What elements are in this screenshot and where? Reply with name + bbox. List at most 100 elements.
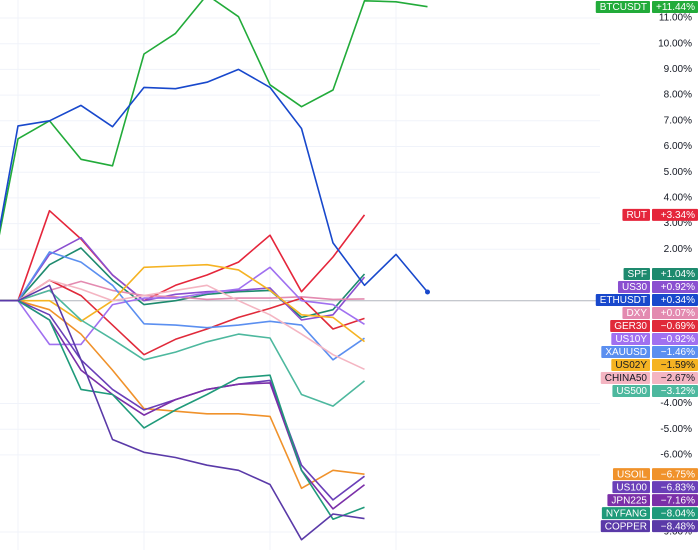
y-tick-label: 9.00% (664, 64, 692, 75)
y-tick-label: 5.00% (664, 167, 692, 178)
value-label: +0.34% (661, 295, 695, 306)
legend-box (600, 520, 650, 533)
series-label: −8.48% COPPER (600, 520, 698, 533)
legend-box (601, 507, 650, 520)
series-label: −6.83% US100 (612, 481, 698, 493)
series-label: +1.04% SPF (623, 267, 698, 280)
legend-label: US500 (616, 386, 647, 397)
series-label: −2.67% CHINA50 (600, 371, 698, 384)
series-label: +11.44% BTCUSDT (595, 1, 698, 13)
legend-box (611, 332, 650, 345)
legend-box (612, 468, 650, 481)
series-label: −8.04% NYFANG (601, 507, 698, 520)
y-tick-label: 4.00% (664, 193, 692, 204)
series-line (0, 279, 365, 371)
value-label: −1.59% (661, 360, 695, 371)
legend-label: XAUUSD (605, 347, 647, 358)
y-tick-label: -4.00% (660, 398, 692, 409)
legend-box (612, 481, 650, 494)
series-label: −7.16% JPN225 (607, 494, 698, 506)
value-label-box (652, 384, 698, 397)
value-label-box (652, 371, 698, 384)
value-label-box (652, 319, 698, 332)
legend-box (595, 1, 650, 13)
series-line (0, 68, 429, 293)
value-label: +0.92% (661, 282, 695, 293)
legend-box (610, 319, 650, 332)
value-label: +0.07% (661, 308, 695, 319)
series-line (0, 266, 365, 346)
series-line (0, 251, 365, 361)
legend-label: USOIL (617, 469, 647, 480)
value-label: −2.67% (661, 373, 695, 384)
y-tick-label: 11.00% (659, 13, 692, 24)
value-label-box (652, 358, 698, 371)
y-tick-label: 7.00% (664, 115, 692, 126)
legend-box (622, 306, 650, 319)
legend-label: US30 (622, 282, 647, 293)
series-line (0, 279, 365, 356)
legend-box (611, 358, 650, 371)
y-tick-label: -6.00% (660, 450, 692, 461)
series-line (0, 299, 365, 520)
legend-label: US100 (616, 482, 647, 493)
value-label: −6.83% (661, 482, 695, 493)
series-label: −1.59% US02Y (611, 358, 698, 371)
value-label: +1.04% (661, 269, 695, 280)
value-label-box (652, 507, 698, 520)
value-label: −8.48% (661, 521, 695, 532)
value-label-box (652, 306, 698, 319)
legend-box (600, 371, 650, 384)
value-label-box (652, 494, 698, 507)
legend-label: GER30 (614, 321, 647, 332)
y-tick-label: 8.00% (664, 90, 692, 101)
series-line (0, 284, 365, 541)
value-label-box (652, 267, 698, 280)
series-line (0, 247, 366, 319)
value-label-box (652, 208, 698, 221)
legend-label: US10Y (615, 334, 647, 345)
series-label: −3.12% US500 (612, 384, 698, 397)
series-line (0, 263, 365, 343)
legend-label: COPPER (605, 521, 647, 532)
legend-box (607, 494, 650, 507)
y-tick-label: 10.00% (658, 38, 692, 49)
value-label-box (652, 332, 698, 345)
value-label: −0.69% (661, 321, 695, 332)
legend-box (622, 208, 650, 221)
legend-box (601, 345, 650, 358)
y-tick-label: -5.00% (660, 424, 692, 435)
legend-box (612, 384, 650, 397)
value-label-box (652, 520, 698, 533)
legend-label: ETHUSDT (600, 295, 647, 306)
series-line (0, 236, 366, 321)
value-label: −7.16% (661, 495, 695, 506)
series-label: −6.75% USOIL (612, 468, 698, 481)
value-label-box (652, 280, 698, 293)
y-tick-label: 3.00% (664, 218, 692, 229)
legend-label: DXY (626, 308, 647, 319)
legend-label: RUT (626, 210, 647, 221)
series-label: +3.34% RUT (622, 208, 698, 221)
series-line (0, 289, 365, 407)
value-label: −1.46% (661, 347, 695, 358)
legend-box (623, 267, 650, 280)
series-line (0, 299, 365, 490)
series-label: +0.92% US30 (617, 280, 698, 293)
legend-box (595, 293, 650, 306)
series-label: −1.46% XAUUSD (601, 345, 698, 358)
series-label: −0.69% GER30 (610, 319, 698, 332)
series-line (0, 0, 428, 236)
value-label-box (652, 293, 698, 306)
series-label: −0.92% US10Y (611, 332, 698, 345)
series-label: +0.34% ETHUSDT (595, 293, 698, 306)
value-label-box (652, 1, 698, 13)
y-tick-label: 6.00% (664, 141, 692, 152)
series-label: +0.07% DXY (622, 306, 698, 319)
legend-label: US02Y (615, 360, 647, 371)
value-label: −6.75% (661, 469, 695, 480)
value-label: −8.04% (661, 508, 695, 519)
value-label: −3.12% (661, 386, 695, 397)
